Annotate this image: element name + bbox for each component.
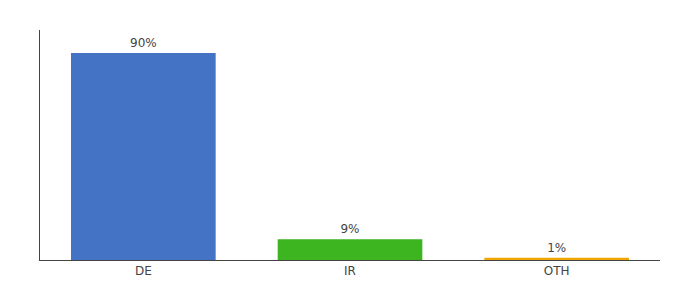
svg-text:OTH: OTH [544, 264, 570, 278]
svg-text:IR: IR [344, 264, 356, 278]
svg-text:DE: DE [135, 264, 152, 278]
svg-text:90%: 90% [130, 36, 157, 50]
svg-text:1%: 1% [547, 241, 566, 255]
svg-text:9%: 9% [340, 222, 359, 236]
